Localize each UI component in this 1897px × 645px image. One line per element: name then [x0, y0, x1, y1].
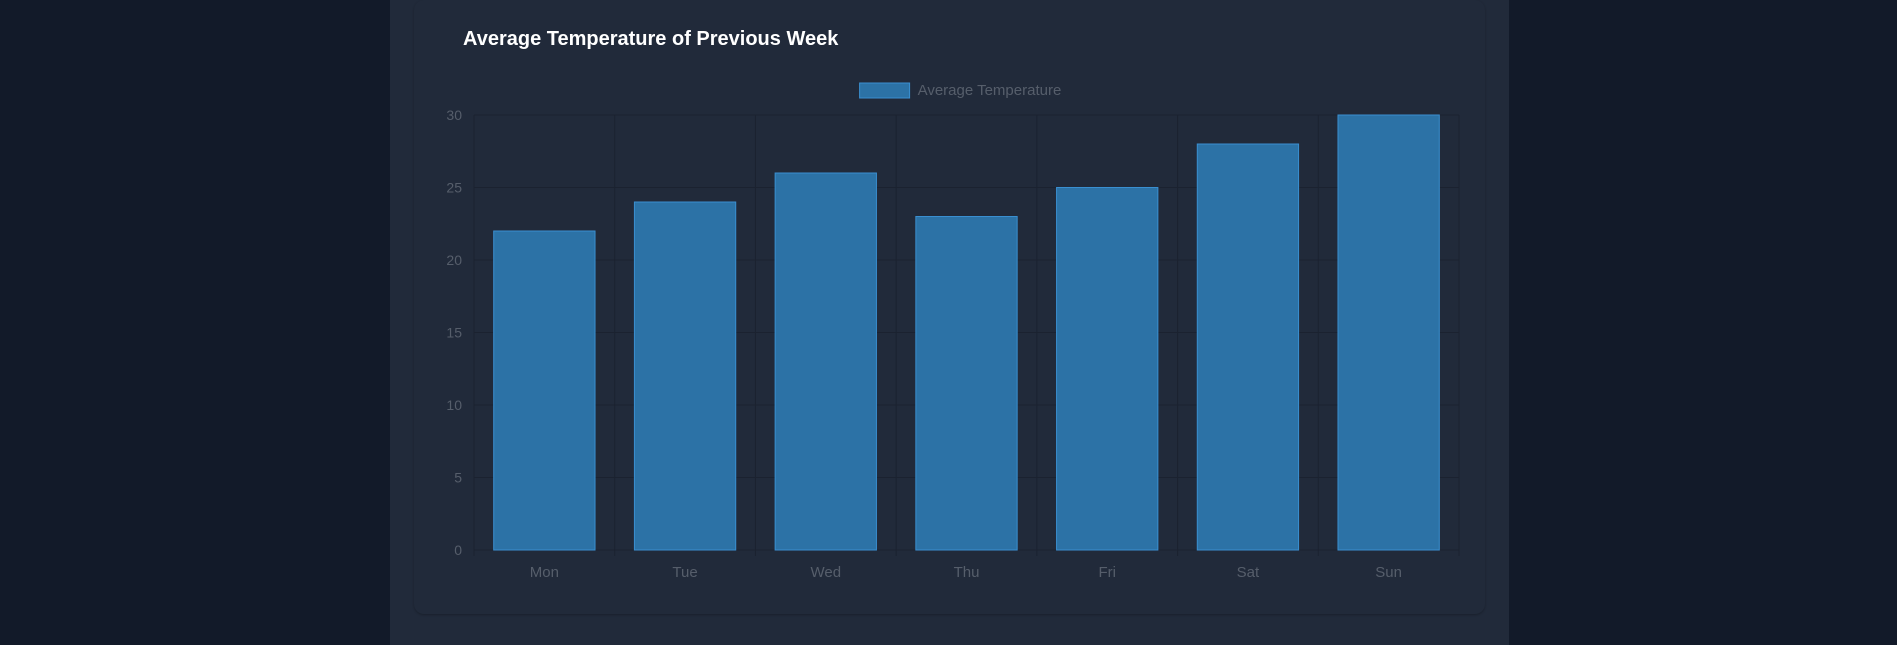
x-tick-label: Sun: [1375, 564, 1402, 581]
bar-sat: [1196, 143, 1300, 551]
y-tick-label: 5: [454, 470, 462, 486]
y-tick-label: 30: [446, 107, 462, 123]
chart-title: Average Temperature of Previous Week: [463, 28, 839, 50]
bar-mon: [493, 230, 596, 551]
bar-sun: [1337, 114, 1440, 551]
x-tick-label: Thu: [954, 564, 980, 581]
y-tick-label: 0: [454, 542, 462, 558]
x-tick-label: Tue: [672, 564, 697, 581]
bar-tue: [633, 201, 737, 551]
x-tick-label: Wed: [810, 564, 841, 581]
bar-fri: [1056, 187, 1159, 551]
x-tick-label: Mon: [530, 564, 559, 581]
x-tick-label: Fri: [1098, 564, 1116, 581]
x-tick-label: Sat: [1237, 564, 1260, 581]
bar-wed: [774, 172, 877, 551]
legend-label: Average Temperature: [918, 82, 1062, 99]
bar-thu: [915, 216, 1018, 551]
legend-swatch: [859, 82, 911, 99]
y-tick-label: 10: [446, 397, 462, 413]
y-tick-label: 25: [446, 180, 462, 196]
y-tick-label: 15: [446, 325, 462, 341]
y-tick-label: 20: [446, 252, 462, 268]
